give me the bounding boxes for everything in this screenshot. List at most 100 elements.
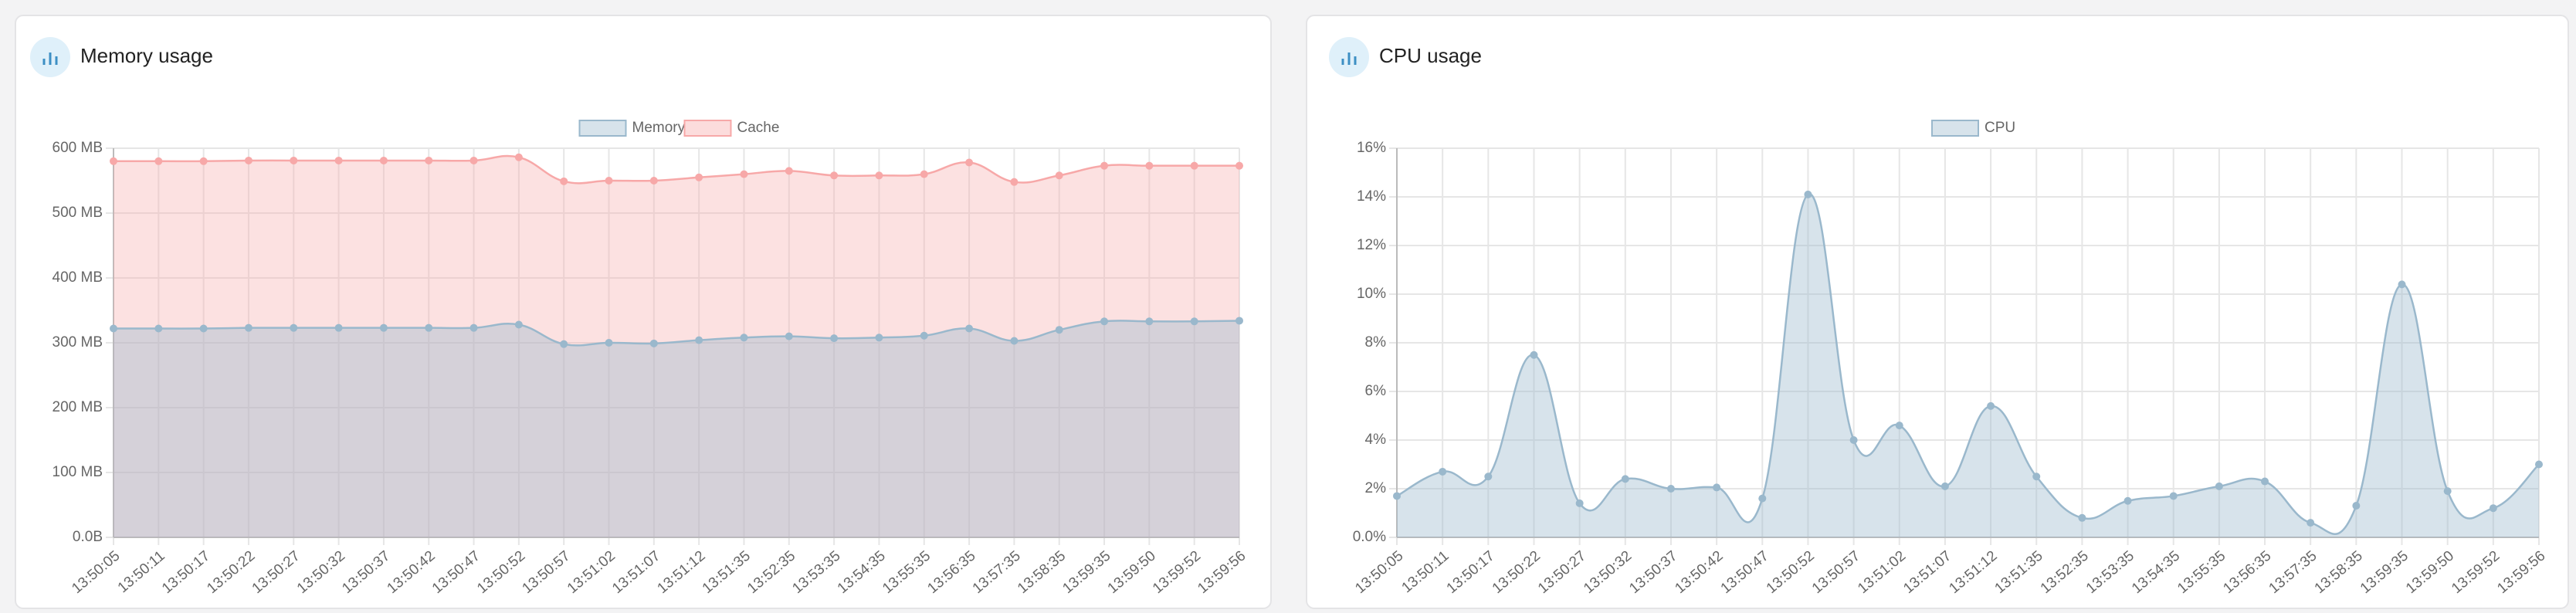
point — [1055, 171, 1063, 180]
area — [1397, 194, 2539, 538]
point — [469, 156, 478, 164]
point — [154, 324, 163, 333]
point — [560, 340, 568, 348]
y-tick-label: 6% — [1365, 383, 1387, 399]
chart: 0.0B 100 MB 200 MB 300 MB 400 MB 500 MB 600 MB… — [53, 120, 1249, 597]
point — [244, 156, 253, 164]
point — [695, 173, 703, 181]
y-tick-label: 500 MB — [53, 205, 103, 221]
legend-label: CPU — [1985, 120, 2015, 136]
point — [2169, 492, 2178, 500]
card: CPU usage — [1306, 15, 2569, 609]
point — [605, 177, 613, 185]
point — [2535, 460, 2543, 469]
y-tick-label: 14% — [1357, 188, 1386, 205]
point — [1895, 422, 1903, 430]
line — [114, 320, 1240, 347]
point — [1235, 161, 1243, 170]
point — [514, 153, 523, 161]
point — [110, 324, 117, 333]
y-tick-label: 400 MB — [53, 269, 103, 286]
y-tick-label: 0.0B — [73, 529, 103, 545]
point — [469, 323, 478, 332]
point — [425, 323, 433, 332]
point — [1804, 190, 1812, 198]
point — [1940, 482, 1949, 490]
y-tick-label: 16% — [1357, 140, 1386, 156]
point — [1100, 161, 1109, 170]
y-tick-label: 200 MB — [53, 399, 103, 415]
point — [1849, 436, 1858, 444]
icon-glyph — [42, 52, 58, 65]
point — [1235, 317, 1243, 325]
point — [605, 339, 613, 347]
point — [965, 158, 974, 167]
legend-label: Memory — [632, 120, 686, 136]
card-title: Memory usage — [80, 44, 213, 67]
point — [425, 156, 433, 164]
point — [649, 339, 658, 347]
y-tick-label: 0.0% — [1353, 529, 1386, 545]
point — [920, 170, 928, 178]
point — [1190, 317, 1198, 326]
point — [1145, 317, 1154, 326]
point — [290, 156, 298, 164]
point — [875, 171, 883, 180]
point — [740, 170, 748, 178]
point — [830, 334, 839, 343]
point — [1575, 499, 1584, 507]
point — [740, 334, 748, 342]
point — [244, 323, 253, 332]
point — [2032, 472, 2041, 481]
point — [154, 157, 163, 165]
legend-swatch — [578, 120, 627, 137]
point — [1621, 475, 1629, 483]
point — [1010, 178, 1019, 186]
point — [920, 331, 928, 340]
point — [1758, 494, 1767, 503]
legend-swatch — [683, 120, 732, 137]
point — [290, 323, 298, 332]
y-tick-label: 300 MB — [53, 334, 103, 351]
point — [1713, 483, 1721, 492]
point — [785, 332, 793, 340]
point — [2215, 482, 2223, 490]
y-tick-label: 600 MB — [53, 140, 103, 156]
point — [1439, 467, 1447, 476]
card-bg — [1306, 15, 2569, 609]
point — [830, 171, 839, 180]
card-title: CPU usage — [1379, 44, 1482, 67]
point — [2261, 477, 2269, 486]
y-tick-label: 2% — [1365, 480, 1387, 496]
point — [1484, 472, 1493, 481]
line — [114, 154, 1239, 185]
point — [379, 323, 388, 332]
point — [2078, 513, 2086, 522]
point — [199, 324, 208, 333]
point — [2307, 519, 2315, 527]
point — [334, 156, 343, 164]
point — [1145, 161, 1154, 170]
y-tick-label: 12% — [1357, 237, 1386, 253]
point — [875, 334, 883, 342]
point — [2489, 504, 2497, 513]
icon-glyph — [1341, 52, 1357, 65]
y-tick-label: 10% — [1357, 286, 1386, 302]
point — [199, 157, 208, 165]
point — [1987, 401, 1995, 410]
point — [110, 157, 117, 165]
legend-label: Cache — [737, 120, 780, 136]
point — [560, 177, 568, 185]
area — [114, 156, 1239, 538]
point — [649, 177, 658, 185]
point — [1055, 326, 1063, 334]
point — [1190, 161, 1198, 170]
point — [695, 336, 703, 344]
point — [2443, 487, 2452, 496]
y-tick-label: 100 MB — [53, 464, 103, 480]
point — [379, 156, 388, 164]
point — [334, 323, 343, 332]
y-tick-label: 8% — [1365, 334, 1387, 351]
y-tick-label: 4% — [1365, 432, 1387, 448]
